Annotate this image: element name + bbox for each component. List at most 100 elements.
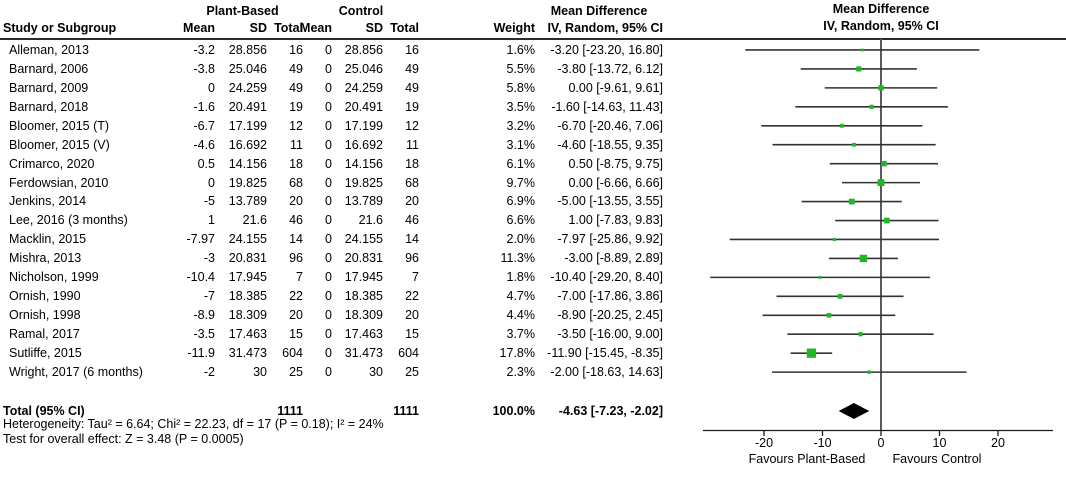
favours-left-label: Favours Plant-Based xyxy=(749,452,866,466)
ci-text: -11.90 [-15.45, -8.35] xyxy=(547,345,663,360)
ci-text: 1.00 [-7.83, 9.83] xyxy=(568,213,663,228)
ctrl-mean: 0 xyxy=(325,327,332,342)
effect-square xyxy=(856,66,862,72)
ctrl-total: 20 xyxy=(405,308,419,323)
study-name: Alleman, 2013 xyxy=(9,42,89,57)
table-column-header-row: Study or Subgroup Mean SD Total Mean SD … xyxy=(0,19,663,37)
ctrl-mean: 0 xyxy=(325,194,332,209)
ctrl-sd: 21.6 xyxy=(358,213,383,228)
group-header-spacer xyxy=(419,2,535,19)
ctrl-mean: 0 xyxy=(325,289,332,304)
study-name: Bloomer, 2015 (V) xyxy=(9,137,110,152)
study-row: Jenkins, 2014 -5 13.789 20 0 13.789 20 6.9% -5.0… xyxy=(0,192,663,211)
weight: 3.5% xyxy=(506,99,536,114)
pb-total: 12 xyxy=(289,118,303,133)
ctrl-sd: 25.046 xyxy=(344,61,383,76)
ctrl-mean: 0 xyxy=(325,251,332,266)
study-name: Sutliffe, 2015 xyxy=(9,345,82,360)
weight: 17.8% xyxy=(499,345,535,360)
ctrl-sd: 17.945 xyxy=(344,270,383,285)
col-header-pb-sd: SD xyxy=(249,21,267,35)
study-row: Barnard, 2009 0 24.259 49 0 24.259 49 5.8% 0.00 … xyxy=(0,78,663,97)
col-header-ctrl-total: Total xyxy=(390,21,419,35)
effect-square xyxy=(877,179,885,187)
pb-sd: 18.309 xyxy=(228,308,267,323)
effect-square xyxy=(867,370,871,374)
ctrl-total: 12 xyxy=(405,118,419,133)
weight: 3.1% xyxy=(506,137,536,152)
weight: 1.6% xyxy=(506,42,536,57)
x-axis-tick-label: 10 xyxy=(933,436,947,450)
pb-mean: 0 xyxy=(208,175,215,190)
ctrl-sd: 20.491 xyxy=(344,99,383,114)
study-name: Wright, 2017 (6 months) xyxy=(9,364,143,379)
pb-total: 19 xyxy=(289,99,303,114)
pb-mean: -3 xyxy=(203,251,215,266)
ctrl-total: 14 xyxy=(405,232,419,247)
pb-mean: -5 xyxy=(203,194,215,209)
pb-sd: 20.491 xyxy=(228,99,267,114)
ctrl-total: 16 xyxy=(405,42,419,57)
pb-total: 20 xyxy=(289,308,303,323)
weight: 6.1% xyxy=(506,156,536,171)
group-header-control: Control xyxy=(338,3,384,18)
pb-sd: 25.046 xyxy=(228,61,267,76)
weight: 4.4% xyxy=(506,308,536,323)
weight: 11.3% xyxy=(500,251,535,266)
weight: 2.0% xyxy=(506,232,536,247)
weight: 5.5% xyxy=(506,61,536,76)
ctrl-total: 18 xyxy=(405,156,419,171)
study-row: Lee, 2016 (3 months) 1 21.6 46 0 21.6 46 6.6% 1.… xyxy=(0,211,663,230)
pb-total: 15 xyxy=(289,327,303,342)
studies-table: Alleman, 2013 -3.2 28.856 16 0 28.856 16 1.6% -3… xyxy=(0,41,663,382)
ctrl-mean: 0 xyxy=(325,308,332,323)
ctrl-total: 49 xyxy=(405,80,419,95)
total-weight: 100.0% xyxy=(492,403,535,418)
weight: 6.6% xyxy=(506,213,536,228)
pb-sd: 19.825 xyxy=(228,175,267,190)
pb-total: 604 xyxy=(282,345,303,360)
study-row: Ferdowsian, 2010 0 19.825 68 0 19.825 68 9.7% 0.… xyxy=(0,173,663,192)
study-row: Barnard, 2018 -1.6 20.491 19 0 20.491 19 3.5% -1… xyxy=(0,97,663,116)
pb-total: 16 xyxy=(289,42,303,57)
study-name: Barnard, 2006 xyxy=(9,61,89,76)
total-row: Total (95% CI) 1111 1111 100.0% -4.63 [-… xyxy=(0,401,663,420)
ctrl-total: 7 xyxy=(412,270,419,285)
ctrl-total: 11 xyxy=(406,137,419,152)
ci-text: -2.00 [-18.63, 14.63] xyxy=(550,364,663,379)
effect-square xyxy=(858,332,863,337)
col-header-ci: IV, Random, 95% CI xyxy=(547,21,663,35)
study-name: Nicholson, 1999 xyxy=(9,270,99,285)
ctrl-sd: 28.856 xyxy=(344,42,383,57)
pb-sd: 28.856 xyxy=(228,42,267,57)
pb-sd: 30 xyxy=(253,364,267,379)
pb-total: 25 xyxy=(289,364,303,379)
study-name: Ornish, 1998 xyxy=(9,308,81,323)
ctrl-mean: 0 xyxy=(325,270,332,285)
ctrl-sd: 17.463 xyxy=(344,327,383,342)
table-group-header-row: Plant-Based Control Mean Difference xyxy=(0,2,663,19)
plot-header-title: Mean Difference xyxy=(832,2,930,16)
ctrl-mean: 0 xyxy=(325,137,332,152)
study-row: Macklin, 2015 -7.97 24.155 14 0 24.155 14 2.0% -… xyxy=(0,230,663,249)
pb-mean: -6.7 xyxy=(193,118,215,133)
pb-mean: -2 xyxy=(203,364,215,379)
pb-total: 49 xyxy=(289,61,303,76)
pb-sd: 17.199 xyxy=(228,118,267,133)
ctrl-total: 20 xyxy=(405,194,419,209)
study-row: Crimarco, 2020 0.5 14.156 18 0 14.156 18 6.1% 0.… xyxy=(0,154,663,173)
total-ctrl-total: 1111 xyxy=(393,403,419,418)
ci-text: -3.50 [-16.00, 9.00] xyxy=(557,327,663,342)
weight: 2.3% xyxy=(506,364,536,379)
effect-square xyxy=(860,48,864,52)
effect-square xyxy=(878,85,884,91)
pb-sd: 17.945 xyxy=(228,270,267,285)
pb-sd: 20.831 xyxy=(228,251,267,266)
pb-mean: -10.4 xyxy=(186,270,216,285)
favours-right-label: Favours Control xyxy=(893,452,982,466)
effect-square xyxy=(852,142,857,147)
pb-total: 68 xyxy=(289,175,303,190)
col-header-pb-total: Total xyxy=(274,21,303,35)
col-header-ctrl-mean: Mean xyxy=(300,21,332,35)
